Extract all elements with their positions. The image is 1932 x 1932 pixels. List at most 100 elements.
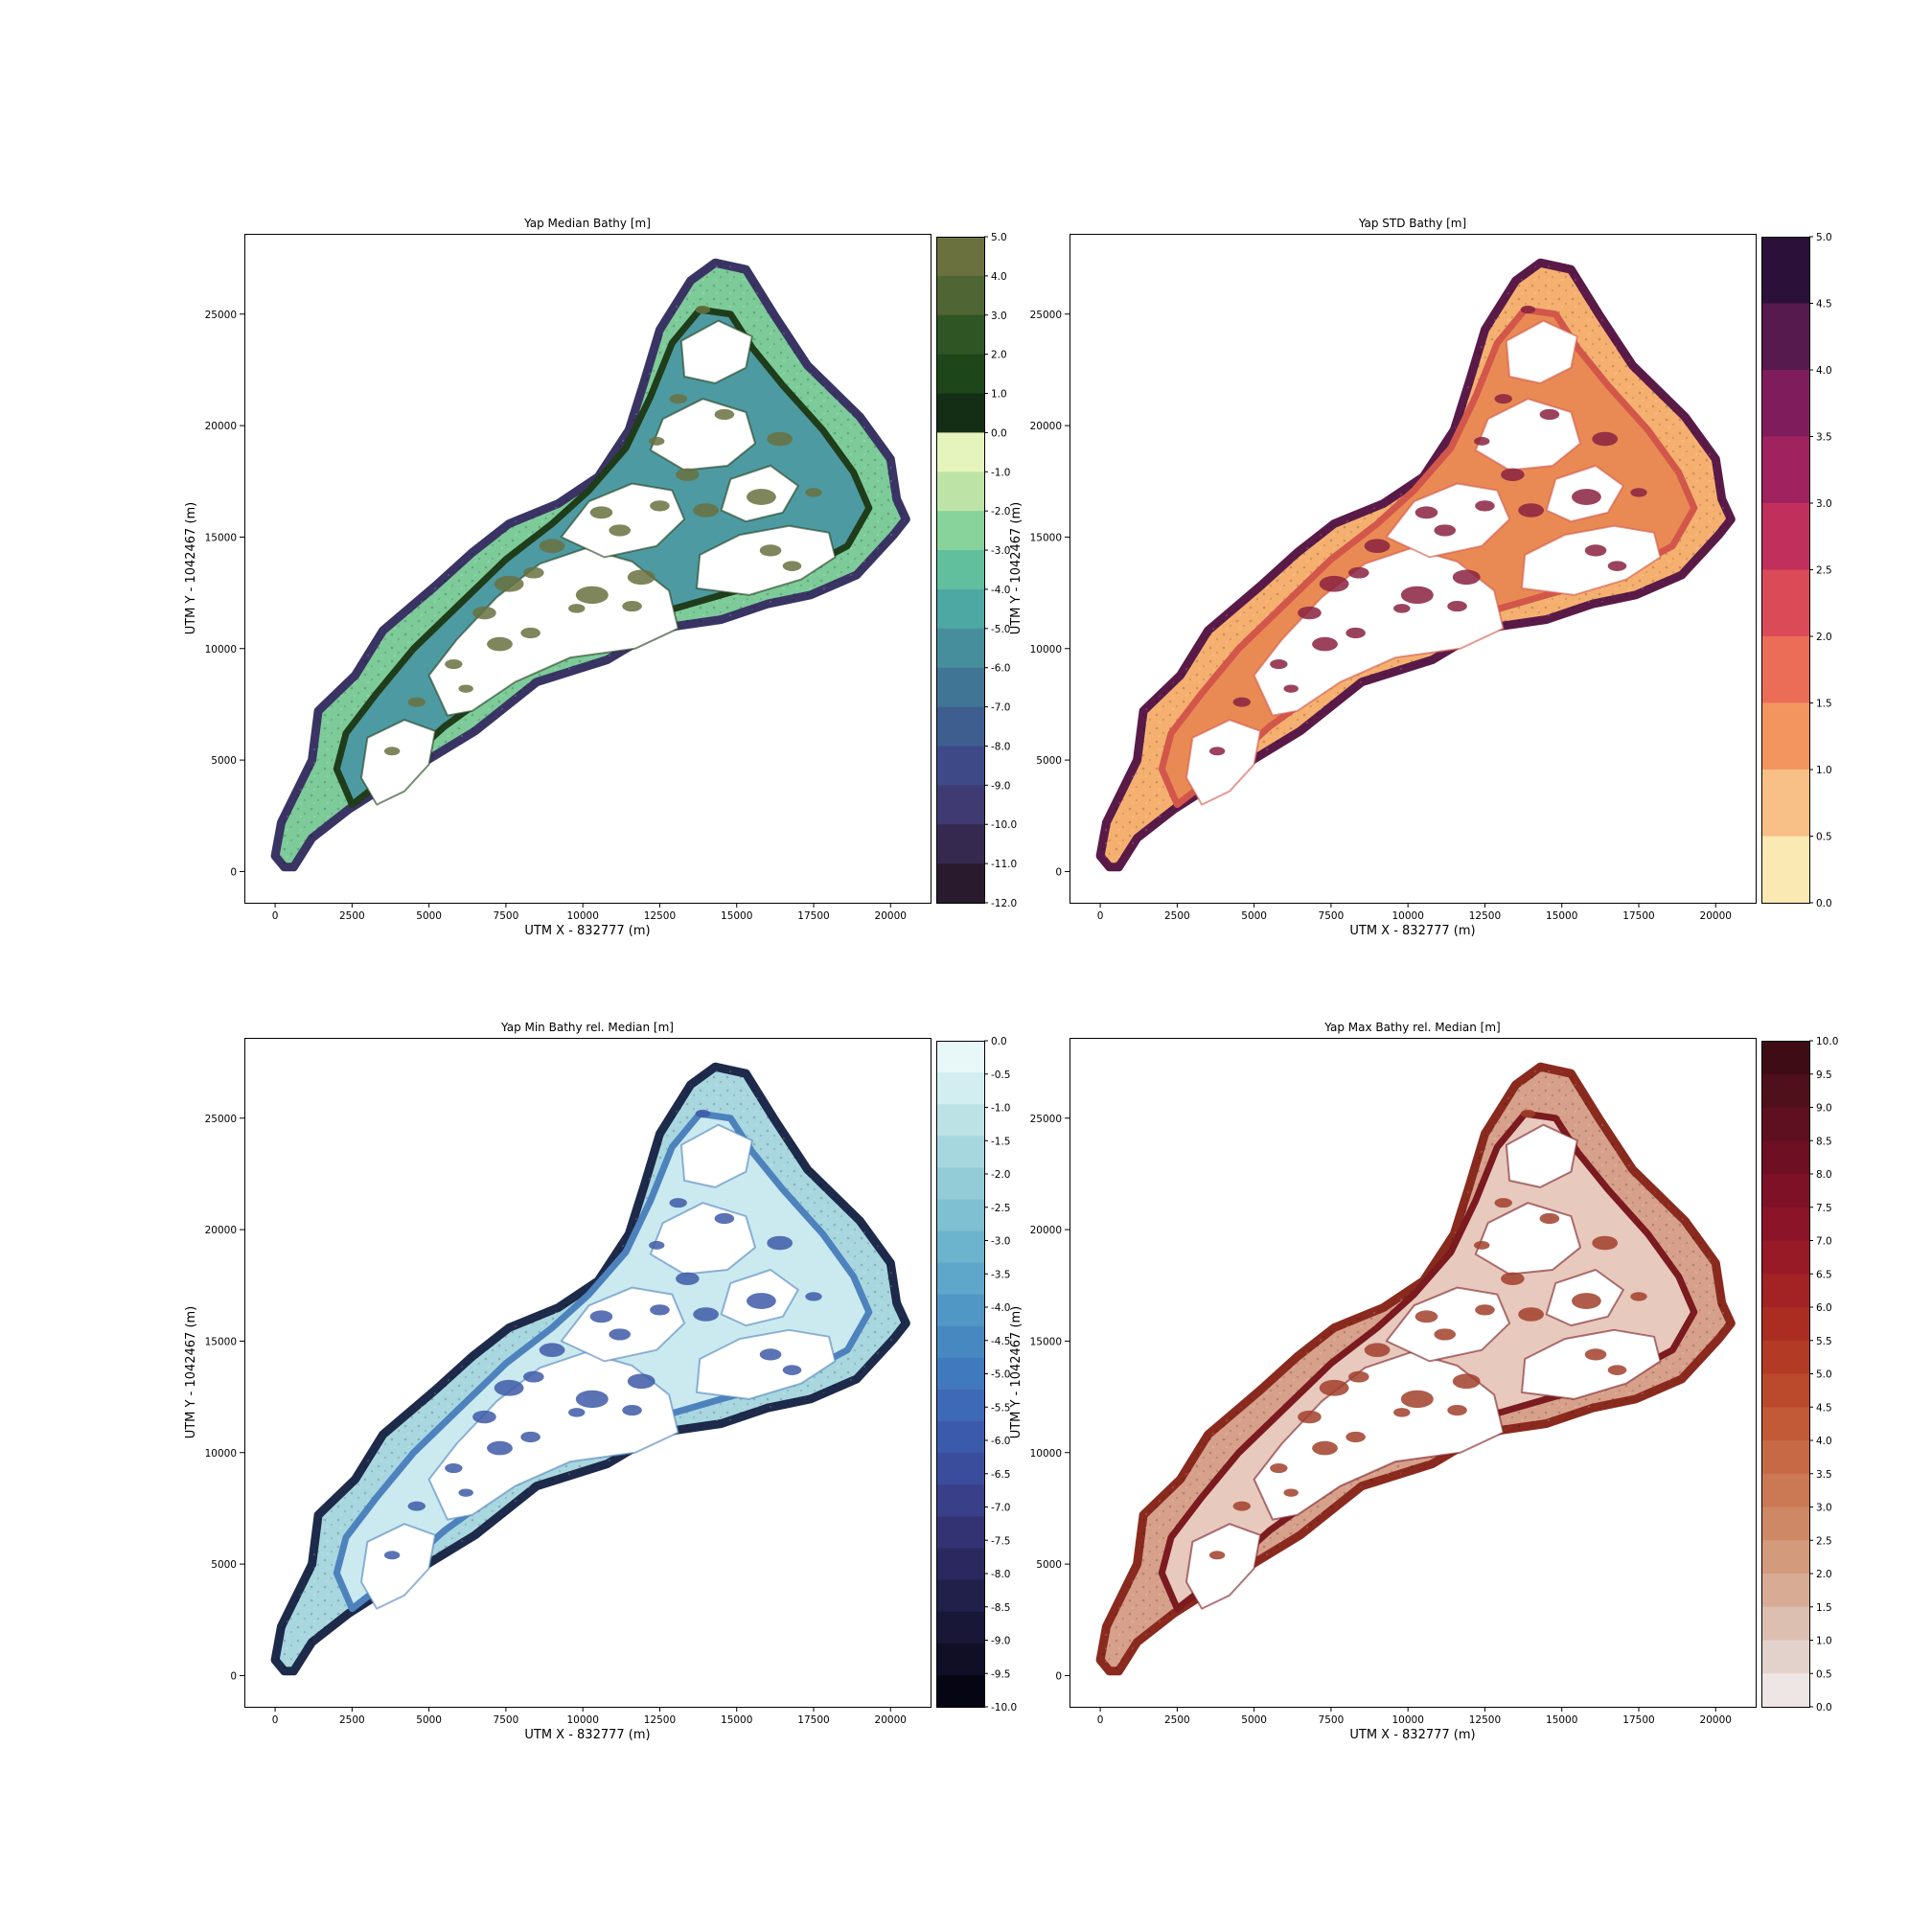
reef-patch <box>1452 569 1481 586</box>
reef-patch <box>649 1240 665 1250</box>
colorbar-segment <box>1761 436 1809 504</box>
x-tick-label: 12500 <box>644 910 676 922</box>
colorbar-tick-label: -6.0 <box>991 663 1011 675</box>
colorbar-segment <box>936 1579 984 1613</box>
colorbar-tick-label: 0.5 <box>1816 832 1832 843</box>
reef-patch <box>1348 1370 1369 1383</box>
reef-patch <box>1539 408 1560 421</box>
colorbar-segment <box>1761 1473 1809 1508</box>
y-tick-label: 10000 <box>205 644 237 656</box>
colorbar-segment <box>936 237 984 277</box>
reef-patch <box>1539 1212 1560 1225</box>
x-tick-label: 0 <box>1097 910 1104 922</box>
colorbar-segment <box>1761 1440 1809 1475</box>
reef-patch <box>782 561 802 571</box>
colorbar-tick-label: -9.0 <box>991 780 1011 792</box>
y-tick-label: 15000 <box>205 1336 237 1347</box>
x-tick-label: 17500 <box>797 910 829 922</box>
colorbar-segment <box>1761 636 1809 704</box>
reef-patch <box>669 394 687 404</box>
reef-patch <box>1298 606 1322 620</box>
x-tick-label: 5000 <box>416 910 442 922</box>
reef-patch <box>1447 600 1467 612</box>
colorbar-segment <box>936 863 984 904</box>
x-tick-label: 10000 <box>1392 910 1423 922</box>
x-tick-label: 20000 <box>875 910 907 922</box>
x-tick-label: 0 <box>1097 1714 1104 1726</box>
reef-patch <box>1607 561 1627 571</box>
x-tick-label: 7500 <box>1319 910 1345 922</box>
colorbar-tick-label: -2.0 <box>991 1169 1011 1181</box>
reef-patch <box>458 684 473 693</box>
panel-3: Yap Min Bathy rel. Median [m] 0 2500 5000 75… <box>184 1021 1017 1742</box>
colorbar: 5.0 4.0 3.0 2.0 1.0 0.0 -1.0 -2.0 -3.0 -4.0 -5.0 -6… <box>936 232 1017 909</box>
reef-patch <box>472 606 496 620</box>
colorbar-tick-label: -5.0 <box>991 624 1011 635</box>
y-tick-label: 0 <box>230 1670 237 1682</box>
reef-patch <box>1283 1488 1299 1497</box>
reef-patch <box>539 539 565 554</box>
x-axis-label: UTM X - 832777 (m) <box>524 924 650 938</box>
colorbar-tick-label: 3.0 <box>1816 1503 1832 1514</box>
reef-patch <box>1346 1431 1366 1443</box>
colorbar-tick-label: 1.5 <box>1816 699 1832 710</box>
colorbar-tick-label: 9.5 <box>1816 1070 1832 1081</box>
colorbar-tick-label: 4.0 <box>1816 365 1832 377</box>
colorbar-tick-label: -10.0 <box>991 1702 1017 1714</box>
y-tick-label: 25000 <box>205 310 237 321</box>
colorbar-tick-label: -3.5 <box>991 1269 1011 1280</box>
colorbar-tick-label: 4.0 <box>991 271 1007 283</box>
reef-patch <box>472 1410 496 1424</box>
colorbar-tick-label: 6.0 <box>1816 1302 1832 1314</box>
colorbar-segment <box>936 1136 984 1168</box>
colorbar-tick-label: 0.0 <box>991 1036 1007 1047</box>
colorbar-segment <box>936 1230 984 1264</box>
x-tick-label: 12500 <box>1469 910 1501 922</box>
colorbar-segment <box>936 472 984 512</box>
reef-patch <box>1298 1410 1322 1424</box>
colorbar-tick-label: -4.0 <box>991 1302 1011 1314</box>
reef-patch <box>767 431 794 447</box>
colorbar-segment <box>936 1199 984 1232</box>
colorbar-tick-label: -8.5 <box>991 1602 1011 1614</box>
x-tick-label: 17500 <box>1622 1714 1654 1726</box>
bathymetry-map <box>270 1062 910 1676</box>
colorbar-segment <box>936 1072 984 1105</box>
colorbar-segment <box>936 706 984 748</box>
reef-patch <box>1319 1379 1349 1396</box>
x-tick-label: 15000 <box>1546 1714 1577 1726</box>
x-tick-label: 20000 <box>875 1714 907 1726</box>
x-tick-label: 2500 <box>1164 910 1190 922</box>
reef-patch <box>1630 488 1647 497</box>
colorbar-tick-label: 0.0 <box>991 427 1007 439</box>
colorbar-tick-label: 2.0 <box>1816 1569 1832 1580</box>
colorbar-tick-label: 9.0 <box>1816 1103 1832 1115</box>
reef-patch <box>589 506 613 519</box>
colorbar-tick-label: 4.5 <box>1816 1402 1832 1414</box>
reef-patch <box>1630 1292 1647 1301</box>
colorbar-tick-label: 6.5 <box>1816 1269 1832 1280</box>
land-area <box>360 1523 437 1610</box>
reef-patch <box>520 1431 540 1443</box>
reef-patch <box>1474 436 1490 446</box>
reef-patch <box>1270 659 1288 670</box>
reef-patch <box>759 544 782 557</box>
axes-frame <box>244 1038 932 1708</box>
reef-patch <box>805 488 822 497</box>
y-tick-label: 25000 <box>1030 310 1062 321</box>
reef-patch <box>747 1293 776 1309</box>
axes-frame <box>1070 1038 1757 1708</box>
y-axis-label: UTM Y - 1042467 (m) <box>184 1306 198 1439</box>
reef-patch <box>523 1370 544 1383</box>
reef-patch <box>782 1365 802 1375</box>
colorbar-tick-label: -2.5 <box>991 1203 1011 1214</box>
colorbar-tick-label: -3.0 <box>991 1236 1011 1248</box>
colorbar-tick-label: 3.0 <box>1816 498 1832 510</box>
colorbar-segment <box>936 1484 984 1518</box>
colorbar-tick-label: 1.0 <box>1816 765 1832 776</box>
reef-patch <box>1475 500 1495 512</box>
colorbar-segment <box>936 1390 984 1422</box>
reef-patch <box>1452 1373 1481 1390</box>
reef-patch <box>695 305 711 314</box>
